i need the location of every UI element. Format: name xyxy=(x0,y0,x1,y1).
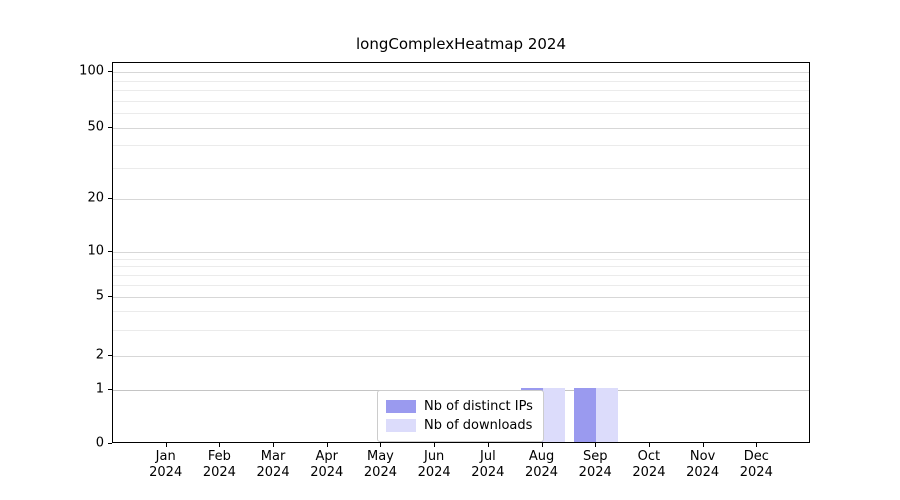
x-tick-label: Apr 2024 xyxy=(297,449,357,481)
legend-swatch xyxy=(386,400,416,413)
y-tick-label: 0 xyxy=(95,435,104,451)
gridline-major xyxy=(113,356,809,357)
legend: Nb of distinct IPs Nb of downloads xyxy=(377,390,544,442)
y-tick-mark xyxy=(108,389,112,390)
legend-label: Nb of distinct IPs xyxy=(424,399,533,414)
bar-downloads xyxy=(596,388,619,442)
bar-distinct-ips xyxy=(574,388,597,442)
gridline-minor xyxy=(113,311,809,313)
gridline-major xyxy=(113,72,809,73)
x-tick-year: 2024 xyxy=(686,465,720,480)
y-tick-mark xyxy=(108,296,112,297)
x-tick-mark xyxy=(487,443,489,447)
x-tick-label: Nov 2024 xyxy=(673,449,733,481)
gridline-minor xyxy=(113,167,809,169)
x-tick-label: Sep 2024 xyxy=(565,449,625,481)
x-tick-label: Feb 2024 xyxy=(189,449,249,481)
legend-row: Nb of downloads xyxy=(386,416,533,435)
x-tick-label: Mar 2024 xyxy=(243,449,303,481)
x-tick-year: 2024 xyxy=(578,465,612,480)
y-tick-label: 2 xyxy=(95,347,104,363)
x-tick-mark xyxy=(702,443,704,447)
legend-label: Nb of downloads xyxy=(424,418,533,433)
x-tick-month: Oct xyxy=(637,449,661,464)
gridline-minor xyxy=(113,80,809,82)
y-tick-mark xyxy=(108,198,112,199)
x-tick-month: Jan xyxy=(155,449,176,464)
y-tick-mark xyxy=(108,71,112,72)
x-tick-mark xyxy=(326,443,328,447)
y-tick-label: 100 xyxy=(79,63,104,79)
x-tick-year: 2024 xyxy=(417,465,451,480)
y-tick-label: 10 xyxy=(87,243,104,259)
x-tick-year: 2024 xyxy=(202,465,236,480)
gridline-minor xyxy=(113,266,809,268)
x-tick-month: May xyxy=(367,449,394,464)
x-tick-month: Jul xyxy=(480,449,496,464)
x-tick-mark xyxy=(273,443,275,447)
x-tick-year: 2024 xyxy=(471,465,505,480)
x-tick-year: 2024 xyxy=(310,465,344,480)
gridline-minor xyxy=(113,100,809,102)
gridline-minor xyxy=(113,329,809,331)
x-tick-label: Aug 2024 xyxy=(512,449,572,481)
x-tick-year: 2024 xyxy=(739,465,773,480)
legend-swatch xyxy=(386,419,416,432)
x-tick-mark xyxy=(434,443,436,447)
gridline-minor xyxy=(113,275,809,277)
bar-downloads xyxy=(542,388,565,442)
gridline-minor xyxy=(113,145,809,147)
y-tick-mark xyxy=(108,443,112,444)
x-tick-month: Apr xyxy=(315,449,339,464)
gridline-minor xyxy=(113,113,809,115)
x-tick-mark xyxy=(541,443,543,447)
x-tick-year: 2024 xyxy=(524,465,559,480)
gridline-major xyxy=(113,297,809,298)
x-tick-month: Mar xyxy=(260,449,286,464)
x-tick-mark xyxy=(648,443,650,447)
x-tick-year: 2024 xyxy=(256,465,290,480)
x-tick-month: Feb xyxy=(207,449,231,464)
x-tick-mark xyxy=(756,443,758,447)
x-tick-month: Sep xyxy=(582,449,608,464)
plot-area: Nb of distinct IPs Nb of downloads xyxy=(112,62,810,443)
x-tick-label: Jan 2024 xyxy=(136,449,196,481)
x-tick-year: 2024 xyxy=(363,465,397,480)
gridline-major xyxy=(113,199,809,200)
x-tick-month: Nov xyxy=(689,449,716,464)
x-tick-label: Oct 2024 xyxy=(619,449,679,481)
x-tick-month: Dec xyxy=(743,449,769,464)
y-tick-mark xyxy=(108,251,112,252)
y-tick-mark xyxy=(108,127,112,128)
y-tick-label: 20 xyxy=(87,190,104,206)
x-tick-year: 2024 xyxy=(149,465,183,480)
x-tick-mark xyxy=(595,443,597,447)
x-tick-mark xyxy=(219,443,221,447)
x-tick-month: Jun xyxy=(423,449,445,464)
x-tick-label: Dec 2024 xyxy=(726,449,786,481)
gridline-major xyxy=(113,252,809,253)
x-tick-label: May 2024 xyxy=(350,449,410,481)
gridline-minor xyxy=(113,258,809,260)
gridline-minor xyxy=(113,285,809,287)
gridline-major xyxy=(113,128,809,129)
x-tick-label: Jun 2024 xyxy=(404,449,464,481)
y-tick-label: 50 xyxy=(87,119,104,135)
y-tick-label: 5 xyxy=(95,288,104,304)
y-tick-label: 1 xyxy=(95,381,104,397)
y-tick-mark xyxy=(108,355,112,356)
x-tick-mark xyxy=(165,443,167,447)
x-tick-mark xyxy=(380,443,382,447)
chart-title: longComplexHeatmap 2024 xyxy=(355,35,566,53)
x-tick-year: 2024 xyxy=(632,465,666,480)
gridline-minor xyxy=(113,90,809,92)
legend-row: Nb of distinct IPs xyxy=(386,397,533,416)
x-tick-month: Aug xyxy=(528,449,555,464)
x-tick-label: Jul 2024 xyxy=(458,449,518,481)
